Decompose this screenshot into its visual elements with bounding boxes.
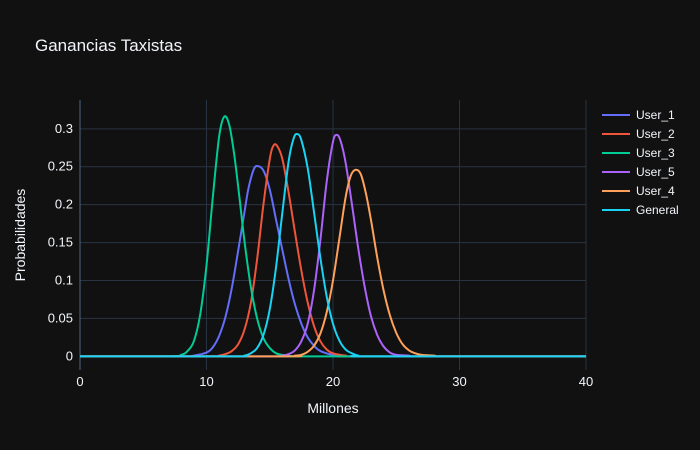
series-line-user-4 (79, 168, 586, 358)
y-tick-label: 0.3 (55, 121, 73, 136)
x-tick-label: 30 (452, 374, 466, 389)
x-tick-label: 20 (326, 374, 340, 389)
series-line-user-5 (79, 133, 586, 358)
series-line-user-2 (79, 143, 586, 358)
legend-label: User_5 (636, 165, 675, 179)
y-tick-label: 0.2 (55, 197, 73, 212)
plot-area (79, 115, 586, 358)
y-tick-label: 0.15 (48, 235, 73, 250)
y-axis-ticks: 0 0.05 0.1 0.15 0.2 0.25 0.3 (48, 121, 73, 364)
x-axis-ticks: 0 10 20 30 40 (76, 374, 593, 389)
x-tick-label: 0 (76, 374, 83, 389)
legend-label: User_1 (636, 108, 675, 122)
series-line-user-1 (79, 164, 586, 358)
legend: User_1 User_2 User_3 User_5 User_4 General (602, 108, 679, 217)
legend-label: User_4 (636, 184, 675, 198)
y-tick-label: 0.05 (48, 310, 73, 325)
series-line-general (79, 132, 586, 358)
y-axis-title: Probabilidades (12, 189, 28, 282)
y-tick-label: 0 (66, 348, 73, 363)
legend-label: User_3 (636, 146, 675, 160)
series-lines (79, 115, 586, 358)
x-tick-label: 10 (199, 374, 213, 389)
x-axis-title: Millones (307, 400, 358, 416)
chart-title: Ganancias Taxistas (35, 36, 182, 55)
legend-label: General (636, 203, 679, 217)
legend-label: User_2 (636, 127, 675, 141)
x-tick-label: 40 (579, 374, 593, 389)
y-tick-label: 0.25 (48, 159, 73, 174)
y-tick-label: 0.1 (55, 273, 73, 288)
